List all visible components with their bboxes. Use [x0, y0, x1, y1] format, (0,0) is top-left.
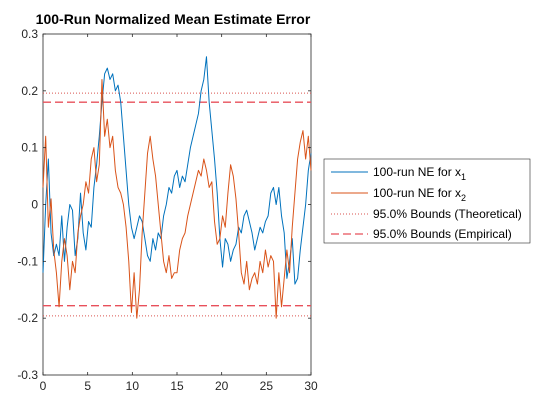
y-axis-ticks: -0.3 -0.2 -0.1 0 0.1 0.2 0.3 — [17, 27, 311, 382]
legend-label-x2: 100-run NE for x2 — [373, 186, 466, 203]
y-tick-label: -0.1 — [17, 254, 38, 268]
chart-title: 100-Run Normalized Mean Estimate Error — [36, 11, 311, 27]
series-lines — [42, 56, 312, 319]
legend-box — [323, 158, 531, 244]
x-tick-label: 0 — [40, 379, 47, 393]
x-tick-label: 15 — [170, 379, 184, 393]
x-tick-label: 25 — [260, 379, 274, 393]
legend-entry-x1: 100-run NE for x1 — [331, 165, 466, 182]
legend-entry-theoretical: 95.0% Bounds (Theoretical) — [331, 207, 522, 221]
series-line-x1 — [42, 56, 312, 285]
legend: 100-run NE for x1 100-run NE for x2 95.0… — [323, 158, 531, 244]
y-tick-label: 0.2 — [21, 84, 38, 98]
bound-lines — [43, 92, 311, 317]
x-tick-label: 30 — [304, 379, 318, 393]
legend-entry-empirical: 95.0% Bounds (Empirical) — [331, 227, 512, 241]
y-tick-label: -0.3 — [17, 368, 38, 382]
plot-area: 0 5 10 15 20 25 30 -0.3 -0.2 -0.1 0 0.1 0.2 0.3 — [17, 27, 318, 393]
series-line-x2 — [42, 78, 312, 319]
axes-box — [42, 33, 312, 376]
legend-label-x1: 100-run NE for x1 — [373, 165, 466, 182]
legend-label-theoretical: 95.0% Bounds (Theoretical) — [373, 207, 522, 221]
y-tick-label: -0.2 — [17, 311, 38, 325]
y-tick-label: 0.3 — [21, 27, 38, 41]
x-tick-label: 20 — [215, 379, 229, 393]
x-axis-ticks: 0 5 10 15 20 25 30 — [40, 34, 318, 393]
y-tick-label: 0 — [31, 198, 38, 212]
legend-label-empirical: 95.0% Bounds (Empirical) — [373, 227, 512, 241]
x-tick-label: 10 — [126, 379, 140, 393]
legend-entry-x2: 100-run NE for x2 — [331, 186, 466, 203]
y-tick-label: 0.1 — [21, 141, 38, 155]
x-tick-label: 5 — [84, 379, 91, 393]
